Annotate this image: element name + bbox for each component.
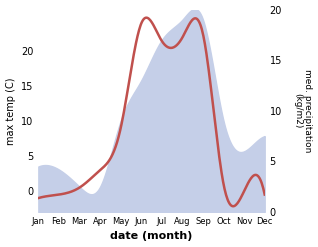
Y-axis label: med. precipitation
(kg/m2): med. precipitation (kg/m2) <box>293 69 313 152</box>
Y-axis label: max temp (C): max temp (C) <box>5 77 16 144</box>
X-axis label: date (month): date (month) <box>110 231 193 242</box>
